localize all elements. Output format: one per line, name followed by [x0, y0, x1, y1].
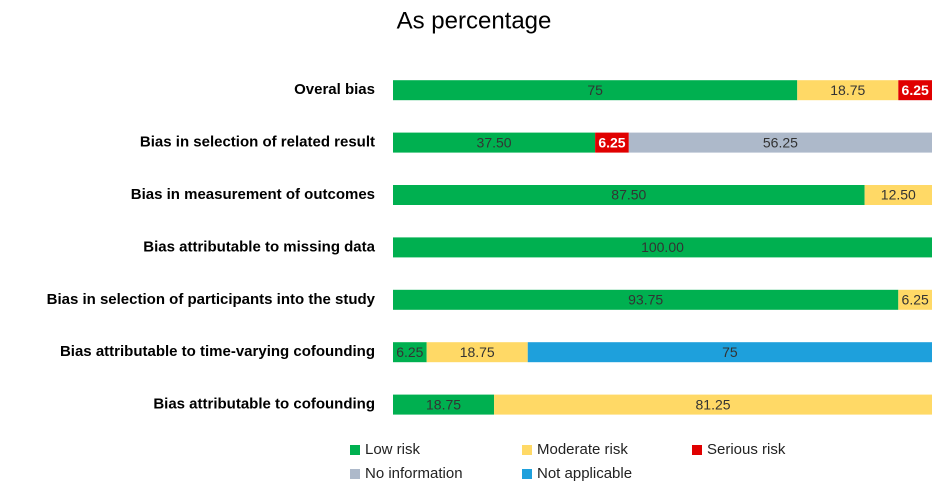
bar-segment	[393, 342, 427, 363]
legend-label: Moderate risk	[537, 441, 628, 458]
value-label: 6.25	[902, 292, 929, 308]
category-label: Bias attributable to time-varying cofoun…	[60, 343, 375, 360]
bar-segment	[393, 289, 899, 310]
legend-swatch	[350, 469, 360, 479]
category-label: Bias in selection of related result	[140, 134, 375, 151]
legend-label: No information	[365, 465, 463, 482]
bar-segment	[527, 342, 932, 363]
bar-segment	[426, 342, 528, 363]
bar-segment	[393, 237, 932, 258]
value-label: 6.25	[396, 344, 423, 360]
legend-label: Low risk	[365, 441, 421, 458]
value-label: 37.50	[477, 134, 512, 150]
value-label: 81.25	[696, 396, 731, 412]
chart-title: As percentage	[397, 7, 552, 34]
legend-swatch	[522, 445, 532, 455]
value-label: 75	[722, 344, 738, 360]
bar-segment	[628, 132, 932, 153]
bar-segment	[393, 394, 495, 415]
category-label: Overal bias	[294, 81, 375, 98]
legend-swatch	[522, 469, 532, 479]
category-label: Bias in selection of participants into t…	[47, 291, 376, 308]
value-label: 87.50	[611, 187, 646, 203]
value-label: 100.00	[641, 239, 684, 255]
bar-segment	[393, 132, 596, 153]
value-label: 12.50	[881, 187, 916, 203]
bar-segment	[864, 185, 932, 205]
value-label: 56.25	[763, 134, 798, 150]
value-label: 6.25	[598, 134, 625, 150]
value-label: 18.75	[460, 344, 495, 360]
bar-segment	[898, 289, 932, 310]
category-label: Bias in measurement of outcomes	[131, 186, 375, 203]
bar-segment	[898, 80, 932, 101]
bar-segment	[393, 185, 865, 205]
value-label: 18.75	[830, 82, 865, 98]
bar-segment	[494, 394, 932, 415]
bar-segment	[393, 80, 798, 101]
value-label: 6.25	[902, 82, 929, 98]
category-label: Bias attributable to missing data	[143, 238, 375, 255]
category-label: Bias attributable to cofounding	[153, 396, 375, 413]
bar-segment	[595, 132, 629, 153]
bar-segment	[797, 80, 899, 101]
value-label: 18.75	[426, 396, 461, 412]
legend-label: Not applicable	[537, 465, 632, 482]
legend-label: Serious risk	[707, 441, 786, 458]
legend-swatch	[350, 445, 360, 455]
value-label: 93.75	[628, 292, 663, 308]
legend-swatch	[692, 445, 702, 455]
value-label: 75	[587, 82, 603, 98]
